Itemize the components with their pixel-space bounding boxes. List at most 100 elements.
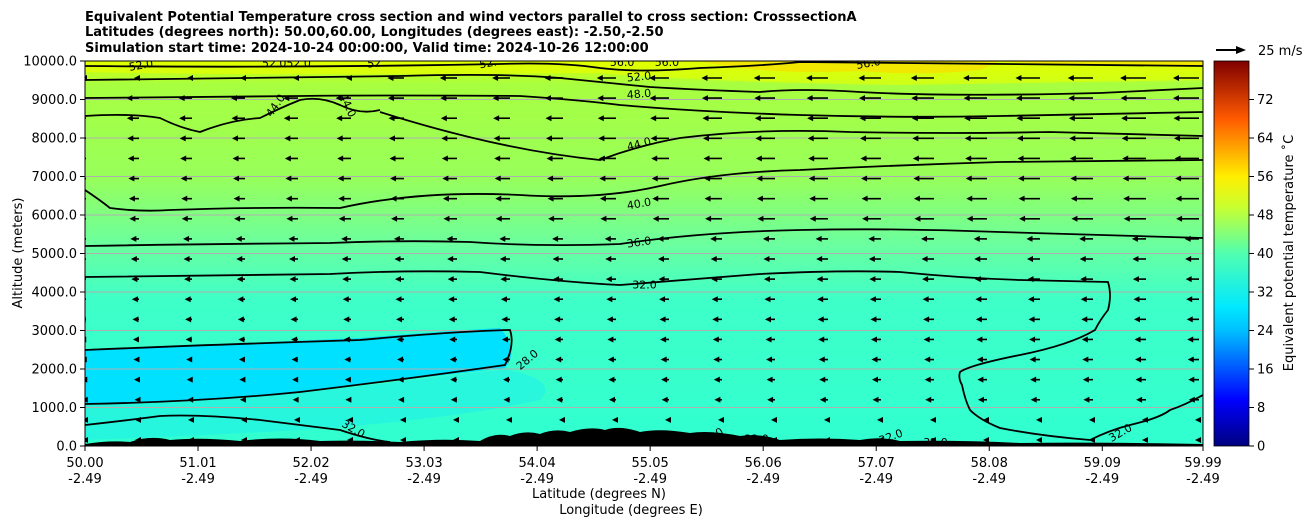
wind-vector-head [395, 296, 402, 303]
wind-vector [131, 276, 139, 283]
wind-vector [703, 155, 722, 162]
y-axis-label: Altitude (meters) [11, 198, 26, 309]
wind-vector [1142, 437, 1148, 443]
wind-vector [1186, 296, 1199, 303]
wind-vector-head [1070, 195, 1077, 202]
x-tick-label-lat: 52.02 [292, 456, 329, 471]
wind-vector [911, 115, 934, 122]
wind-vector-head [1187, 356, 1194, 363]
wind-vector-head [180, 155, 187, 162]
wind-vector [712, 316, 722, 323]
wind-vector-head [859, 115, 866, 122]
wind-vector [914, 215, 934, 222]
wind-vector [606, 296, 616, 303]
wind-vector [400, 416, 406, 423]
wind-vector-head [181, 215, 188, 222]
wind-vector [649, 95, 669, 102]
wind-vector-head [441, 135, 448, 142]
wind-vector [554, 336, 563, 343]
wind-vector-head [869, 276, 876, 283]
wind-vector [1174, 135, 1199, 142]
wind-vector-head [1019, 215, 1026, 222]
wind-vector [130, 256, 139, 262]
wind-vector-head [1120, 95, 1127, 102]
wind-vector [1079, 235, 1093, 242]
wind-vector [660, 336, 669, 343]
wind-vector [871, 376, 881, 383]
wind-vector-head [606, 316, 613, 323]
wind-vector-head [868, 235, 875, 242]
wind-vector-head [446, 235, 453, 242]
wind-vector-head [922, 276, 929, 283]
wind-vector-head [606, 296, 613, 303]
wind-vector [1188, 376, 1199, 383]
wind-vector-head [871, 356, 878, 363]
wind-vector-head [808, 155, 815, 162]
wind-vector-head [1089, 416, 1095, 423]
wind-vector [181, 215, 192, 222]
wind-vector-head [130, 256, 137, 262]
wind-vector [871, 356, 881, 363]
x-tick-label-lat: 53.03 [405, 456, 442, 471]
wind-vector [188, 416, 194, 423]
wind-vector-head [977, 396, 984, 403]
wind-vector-head [870, 336, 877, 343]
wind-vector [755, 155, 775, 162]
wind-vector [556, 396, 563, 403]
y-tick-label: 5000.0 [32, 247, 78, 262]
wind-vector-head [974, 256, 981, 262]
wind-vector [605, 276, 616, 283]
wind-vector-head [236, 256, 243, 262]
wind-vector [806, 95, 828, 102]
wind-vector [442, 175, 457, 182]
wind-vector [659, 296, 669, 303]
colorbar-label: Equivalent potential temperature ˚C [1281, 135, 1297, 371]
wind-vector-head [85, 376, 88, 383]
wind-vector [870, 336, 881, 343]
wind-vector [133, 376, 140, 383]
wind-vector-head [132, 336, 139, 343]
wind-vector [1083, 396, 1093, 403]
wind-vector [132, 336, 139, 343]
wind-vector [767, 396, 775, 403]
wind-vector-head [1018, 175, 1025, 182]
wind-vector [285, 195, 298, 202]
wind-vector [764, 296, 775, 303]
wind-vector [858, 75, 881, 81]
wind-vector [441, 135, 457, 142]
colorbar-tick-label: 16 [1257, 363, 1274, 378]
wind-vector-head [870, 316, 877, 323]
wind-vector [1131, 235, 1146, 242]
colorbar-scale [1213, 60, 1250, 447]
wind-vector [1089, 416, 1095, 423]
wind-vector-head [241, 437, 247, 443]
wind-vector-head [914, 215, 921, 222]
wind-vector [506, 437, 512, 443]
wind-vector-head [1027, 256, 1033, 262]
wind-vector-head [1173, 95, 1179, 102]
wind-vector [922, 276, 934, 283]
wind-vector-head [1188, 376, 1195, 383]
wind-vector [965, 155, 987, 162]
wind-vector-head [762, 235, 769, 242]
wind-vector-head [188, 416, 194, 423]
wind-vector-head [179, 115, 186, 122]
wind-vector-head [239, 396, 246, 403]
wind-vector [553, 276, 563, 283]
wind-vector-head [343, 336, 350, 343]
wind-vector-head [341, 256, 348, 262]
wind-vector-head [649, 95, 656, 102]
wind-vector [974, 276, 987, 283]
wind-vector-head [450, 396, 457, 403]
wind-vector [1018, 195, 1040, 202]
colorbar-tick-label: 24 [1257, 324, 1274, 339]
wind-vector-head [1186, 316, 1193, 323]
wind-vector [346, 75, 352, 81]
wind-vector-head [503, 396, 510, 403]
wind-vector [658, 276, 669, 283]
wind-vector-head [660, 336, 667, 343]
wind-vector-head [599, 195, 606, 202]
contour-48 [85, 73, 1203, 96]
wind-vector [555, 376, 563, 383]
wind-vector [388, 115, 404, 122]
